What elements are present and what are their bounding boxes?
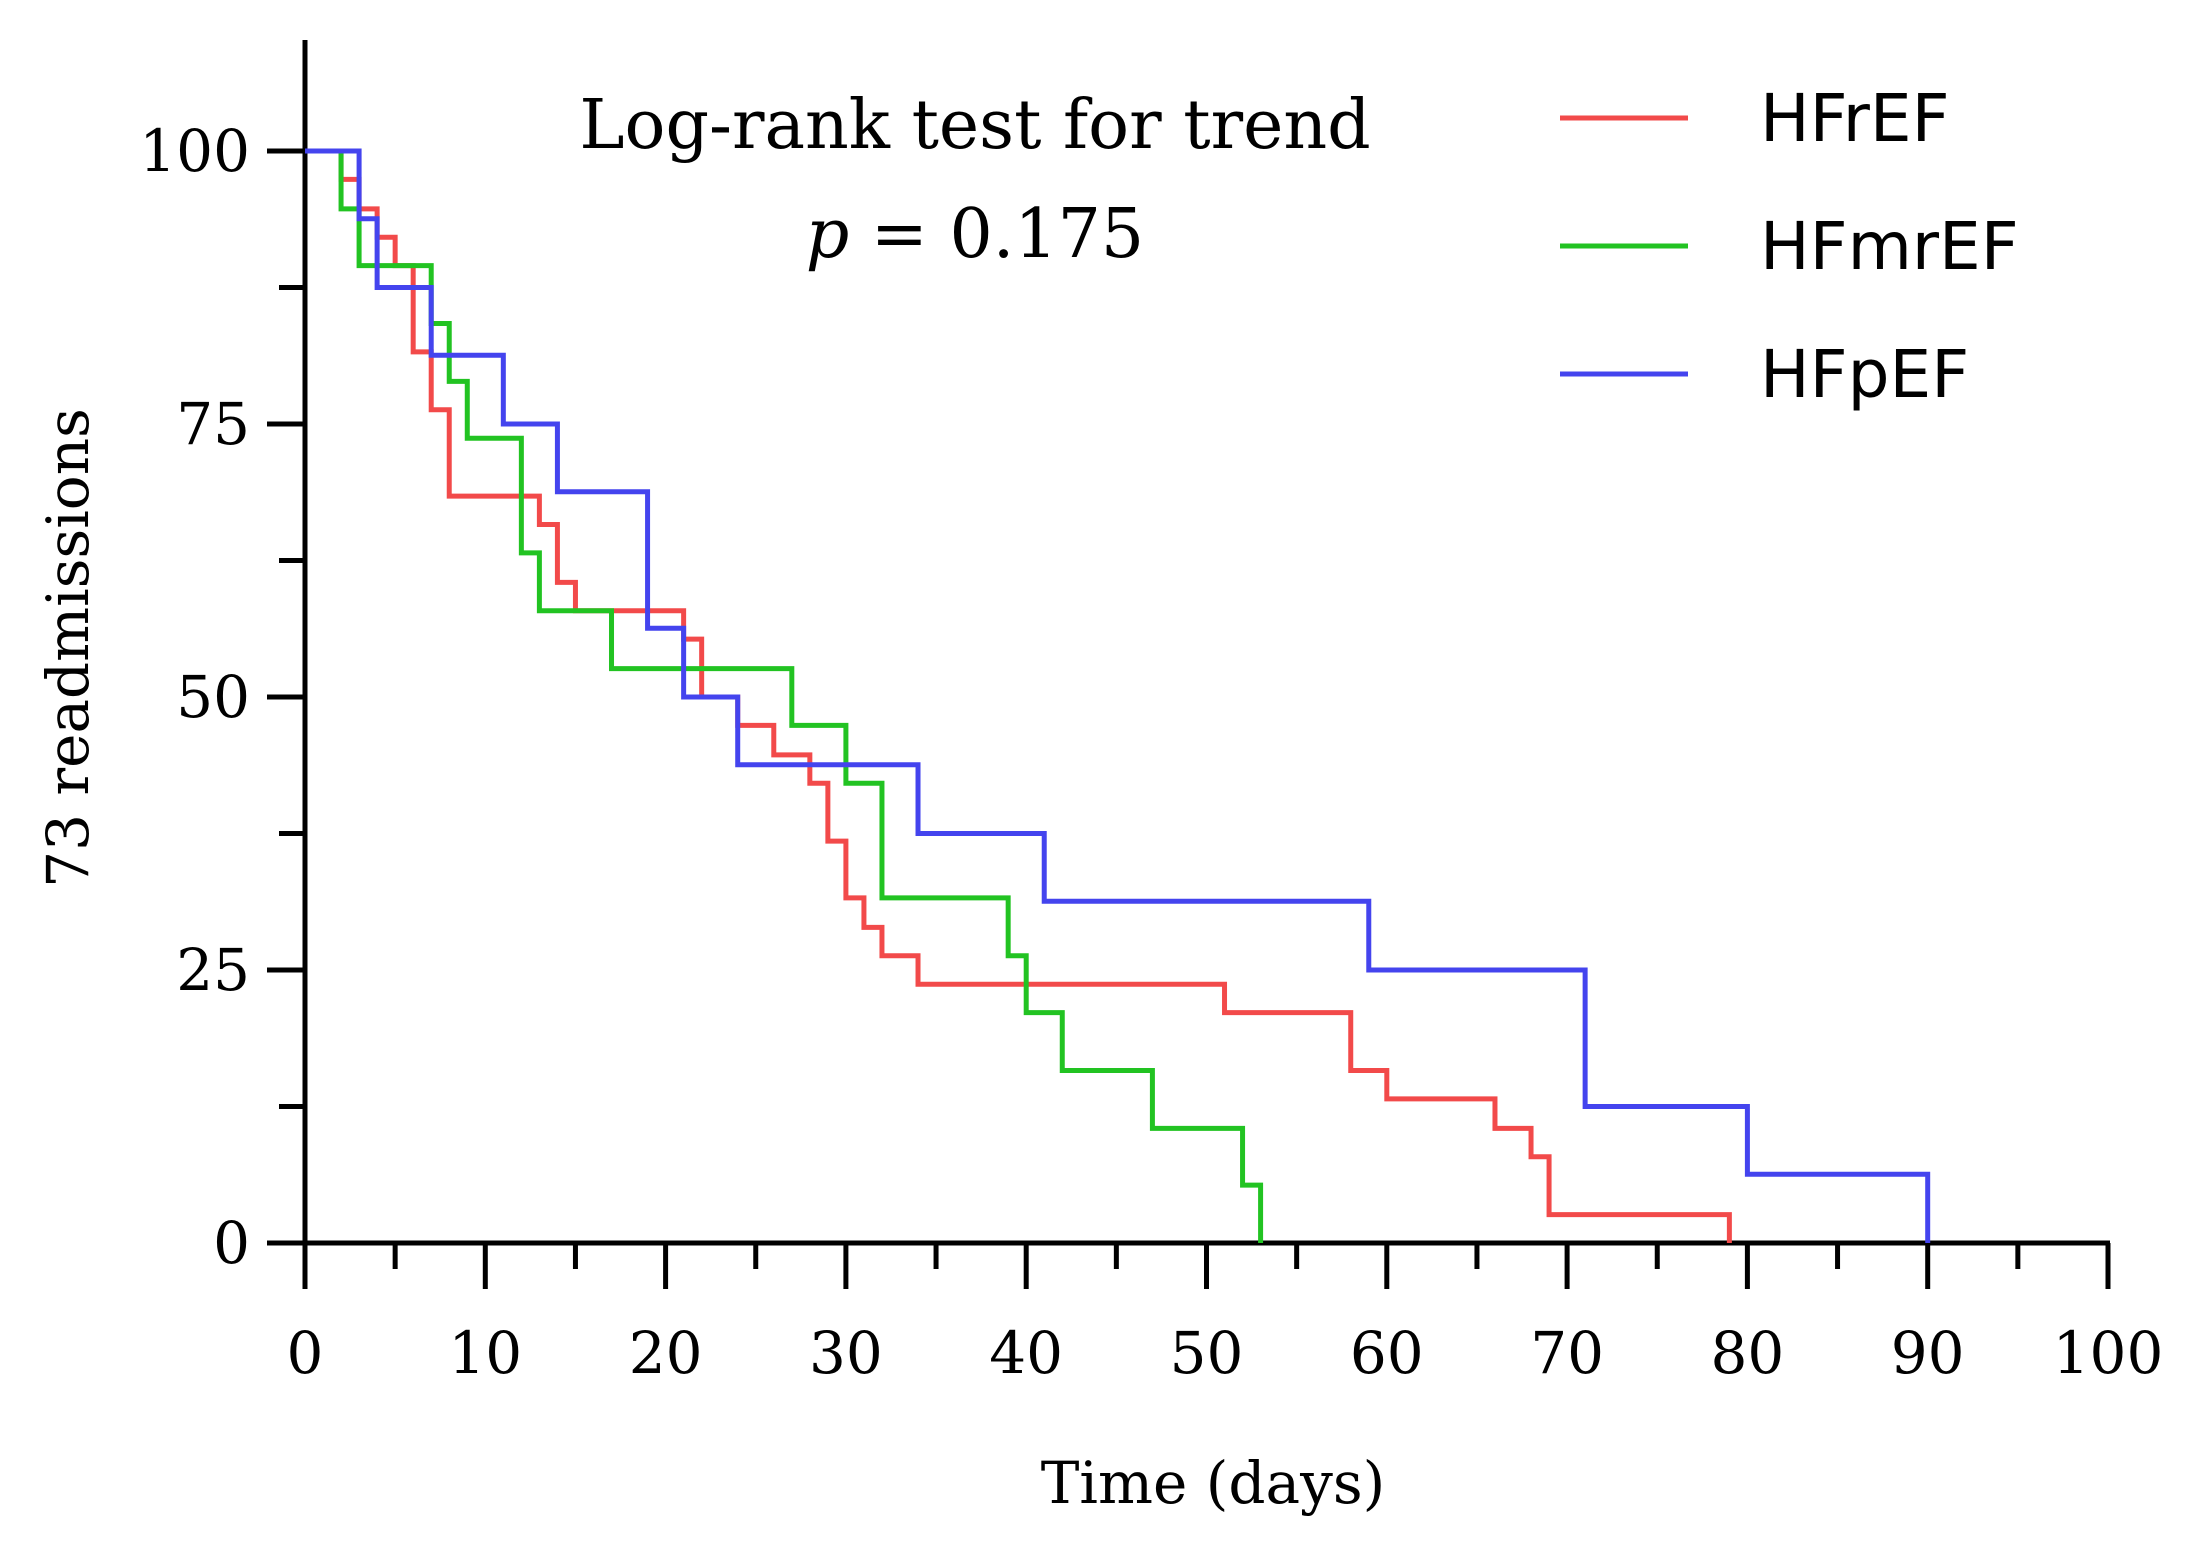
x-tick-label: 90 <box>1891 1319 1965 1387</box>
annotation-line1: Log-rank test for trend <box>579 86 1370 165</box>
y-axis-title: 73 readmissions <box>34 408 102 888</box>
y-tick-label: 75 <box>176 390 250 458</box>
y-tick-label: 25 <box>176 936 250 1004</box>
series-line-hfpef <box>305 148 1931 1243</box>
x-tick-label: 20 <box>629 1319 703 1387</box>
x-tick-label: 100 <box>2053 1319 2164 1387</box>
annotation-p-rest: = 0.175 <box>849 195 1144 274</box>
legend-label-hfpef: HFpEF <box>1760 336 1969 413</box>
x-tick-label: 50 <box>1170 1319 1244 1387</box>
x-tick-label: 30 <box>809 1319 883 1387</box>
logrank-annotation: Log-rank test for trend p = 0.175 <box>579 86 1370 274</box>
series-line-hfref <box>305 148 1732 1243</box>
series-line-hfmref <box>305 148 1264 1243</box>
x-tick-label: 10 <box>448 1319 522 1387</box>
x-axis-title: Time (days) <box>1041 1449 1386 1517</box>
y-tick-label: 100 <box>139 117 250 185</box>
x-tick-label: 80 <box>1710 1319 1784 1387</box>
series-layer <box>305 148 1931 1243</box>
legend-label-hfref: HFrEF <box>1760 80 1950 157</box>
annotation-pvalue: p = 0.175 <box>806 195 1144 274</box>
x-tick-label: 0 <box>287 1319 324 1387</box>
x-tick-label: 40 <box>989 1319 1063 1387</box>
y-tick-label: 0 <box>213 1209 250 1277</box>
legend-label-hfmref: HFmrEF <box>1760 208 2019 285</box>
y-tick-label: 50 <box>176 663 250 731</box>
axes: 0 10 20 30 40 50 60 70 80 90 100 0 25 50 75 100 <box>139 40 2163 1387</box>
legend: HFrEF HFmrEF HFpEF <box>1560 80 2019 413</box>
x-tick-label: 60 <box>1350 1319 1424 1387</box>
annotation-p-symbol: p <box>806 195 850 274</box>
x-tick-label: 70 <box>1530 1319 1604 1387</box>
